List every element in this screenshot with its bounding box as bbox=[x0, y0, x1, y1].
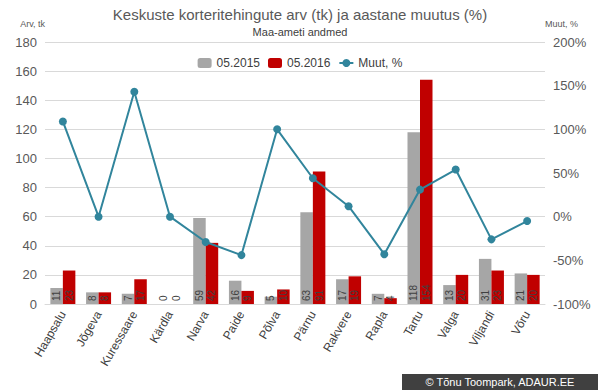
svg-text:Põlva: Põlva bbox=[256, 308, 283, 341]
svg-text:91: 91 bbox=[314, 289, 325, 301]
svg-text:118: 118 bbox=[408, 285, 419, 301]
svg-text:100: 100 bbox=[15, 151, 37, 166]
svg-text:31: 31 bbox=[480, 289, 491, 301]
svg-text:19: 19 bbox=[349, 289, 360, 301]
svg-text:© Tõnu Toompark, ADAUR.EE: © Tõnu Toompark, ADAUR.EE bbox=[426, 376, 575, 388]
svg-text:Viljandi: Viljandi bbox=[466, 308, 497, 348]
svg-text:0: 0 bbox=[171, 295, 182, 301]
svg-text:Paide: Paide bbox=[220, 308, 248, 342]
svg-text:59: 59 bbox=[194, 289, 205, 301]
svg-text:Keskuste korteritehingute arv: Keskuste korteritehingute arv (tk) ja aa… bbox=[113, 6, 487, 23]
svg-text:9: 9 bbox=[242, 295, 253, 301]
svg-text:8: 8 bbox=[87, 295, 98, 301]
svg-text:Muut, %: Muut, % bbox=[358, 56, 402, 70]
svg-text:200%: 200% bbox=[553, 35, 587, 50]
svg-text:21: 21 bbox=[515, 289, 526, 301]
svg-text:160: 160 bbox=[15, 64, 37, 79]
svg-text:80: 80 bbox=[23, 180, 37, 195]
svg-text:7: 7 bbox=[373, 295, 384, 301]
svg-text:150%: 150% bbox=[553, 78, 587, 93]
svg-text:Kärdla: Kärdla bbox=[147, 308, 177, 345]
svg-text:63: 63 bbox=[301, 289, 312, 301]
svg-text:Kuressaare: Kuressaare bbox=[98, 308, 141, 368]
svg-text:20: 20 bbox=[456, 289, 467, 301]
svg-text:-50%: -50% bbox=[553, 253, 584, 268]
svg-text:10: 10 bbox=[278, 289, 289, 301]
svg-text:Võru: Võru bbox=[508, 308, 533, 337]
svg-text:Rapla: Rapla bbox=[363, 308, 391, 342]
svg-text:Maa-ameti andmed: Maa-ameti andmed bbox=[253, 26, 348, 38]
svg-text:Rakvere: Rakvere bbox=[320, 308, 355, 354]
svg-text:120: 120 bbox=[15, 122, 37, 137]
svg-text:140: 140 bbox=[15, 93, 37, 108]
svg-text:Haapsalu: Haapsalu bbox=[31, 308, 68, 359]
svg-text:13: 13 bbox=[444, 289, 455, 301]
svg-text:60: 60 bbox=[23, 209, 37, 224]
svg-text:40: 40 bbox=[23, 238, 37, 253]
svg-text:23: 23 bbox=[64, 289, 75, 301]
svg-text:Arv, tk: Arv, tk bbox=[20, 19, 45, 29]
svg-text:154: 154 bbox=[421, 284, 432, 301]
svg-text:Jõgeva: Jõgeva bbox=[73, 308, 105, 349]
svg-text:Muut, %: Muut, % bbox=[545, 19, 578, 29]
svg-text:180: 180 bbox=[15, 35, 37, 50]
svg-text:Tartu: Tartu bbox=[401, 308, 426, 338]
svg-text:-100%: -100% bbox=[553, 297, 591, 312]
svg-text:Narva: Narva bbox=[184, 308, 212, 343]
svg-text:5: 5 bbox=[265, 295, 276, 301]
svg-text:0%: 0% bbox=[553, 209, 572, 224]
svg-text:23: 23 bbox=[492, 289, 503, 301]
svg-text:05.2016: 05.2016 bbox=[287, 56, 331, 70]
svg-text:17: 17 bbox=[135, 289, 146, 301]
svg-text:Pärnu: Pärnu bbox=[291, 308, 319, 343]
svg-text:Valga: Valga bbox=[435, 308, 462, 341]
svg-text:05.2015: 05.2015 bbox=[217, 56, 261, 70]
svg-text:50%: 50% bbox=[553, 166, 579, 181]
svg-text:42: 42 bbox=[206, 289, 217, 301]
svg-text:17: 17 bbox=[337, 289, 348, 301]
svg-text:7: 7 bbox=[123, 295, 134, 301]
svg-text:0: 0 bbox=[30, 297, 37, 312]
svg-text:16: 16 bbox=[230, 289, 241, 301]
svg-text:8: 8 bbox=[99, 295, 110, 301]
svg-text:20: 20 bbox=[23, 267, 37, 282]
svg-text:100%: 100% bbox=[553, 122, 587, 137]
svg-text:4: 4 bbox=[385, 295, 396, 301]
svg-text:0: 0 bbox=[158, 295, 169, 301]
svg-text:11: 11 bbox=[51, 290, 62, 301]
svg-text:20: 20 bbox=[528, 289, 539, 301]
